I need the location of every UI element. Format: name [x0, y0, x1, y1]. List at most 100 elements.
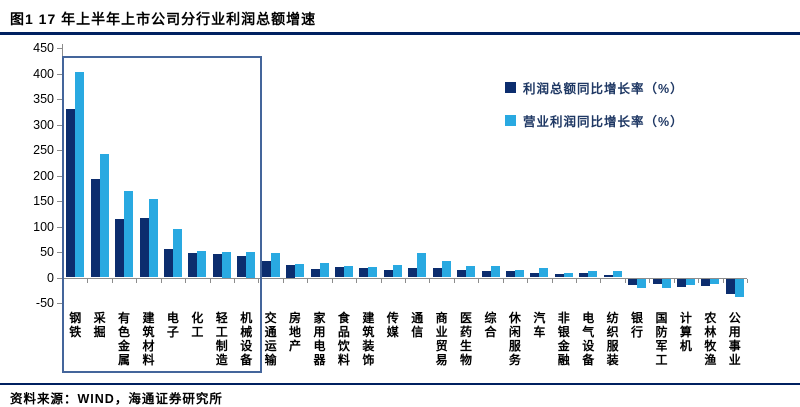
bar-operating-profit-公用事业: [734, 278, 744, 298]
x-axis-label-休闲服务: 休闲服务: [508, 311, 521, 367]
bar-operating-profit-电气设备: [588, 270, 598, 278]
x-axis-label-公用事业: 公用事业: [728, 311, 741, 367]
bar-profit-total-化工: [188, 252, 198, 278]
x-axis-label-化工: 化工: [191, 311, 204, 339]
x-axis-tick-mark: [576, 279, 577, 283]
bar-operating-profit-商业贸易: [441, 260, 451, 278]
bar-profit-total-电气设备: [579, 273, 589, 278]
bar-profit-total-机械设备: [237, 255, 247, 278]
x-axis-label-家用电器: 家用电器: [313, 311, 326, 367]
y-axis-tick-mark: [57, 201, 63, 202]
y-axis-tick-mark: [57, 226, 63, 228]
bar-operating-profit-轻工制造: [221, 252, 231, 278]
figure-title: 图1 17 年上半年上市公司分行业利润总额增速: [10, 11, 317, 27]
y-axis-tick-label: 400: [33, 66, 54, 81]
bar-operating-profit-建筑材料: [148, 199, 158, 278]
bar-operating-profit-机械设备: [246, 252, 256, 278]
x-axis-label-农林牧渔: 农林牧渔: [704, 311, 717, 367]
y-axis-tick-mark: [57, 277, 63, 279]
footer-divider-line: [0, 383, 800, 385]
y-axis-tick-label: 350: [33, 92, 54, 106]
x-axis-tick-mark: [600, 279, 602, 283]
bar-profit-total-采掘: [90, 179, 100, 278]
bar-operating-profit-医药生物: [466, 266, 476, 278]
bar-operating-profit-通信: [417, 253, 427, 278]
x-axis-tick-mark: [698, 279, 700, 283]
x-axis-tick-mark: [331, 279, 333, 283]
y-axis-tick-label: 300: [33, 117, 54, 132]
bar-operating-profit-房地产: [295, 263, 305, 278]
bar-operating-profit-有色金属: [124, 190, 134, 278]
bar-profit-total-商业贸易: [432, 268, 442, 278]
y-axis-tick-label: 0: [47, 270, 54, 285]
bar-operating-profit-钢铁: [75, 72, 85, 278]
y-axis-tick-mark: [57, 175, 63, 177]
legend-label-profit-total: 利润总额同比增长率（%）: [523, 82, 684, 96]
x-axis-label-传媒: 传媒: [386, 311, 399, 339]
bar-profit-total-公用事业: [725, 278, 735, 294]
x-axis-label-轻工制造: 轻工制造: [215, 311, 228, 367]
bar-operating-profit-计算机: [685, 278, 695, 285]
x-axis-label-电子: 电子: [166, 311, 179, 339]
bar-operating-profit-食品饮料: [343, 265, 353, 278]
x-axis-label-纺织服装: 纺织服装: [606, 311, 619, 367]
bar-operating-profit-非银金融: [563, 273, 573, 278]
y-axis-tick-mark: [57, 99, 63, 100]
bar-operating-profit-纺织服装: [612, 270, 622, 278]
x-axis-tick-mark: [453, 279, 455, 283]
x-axis-tick-mark: [136, 279, 138, 283]
bar-operating-profit-化工: [197, 250, 207, 278]
y-axis-tick-label: -50: [35, 296, 54, 310]
y-axis-tick-mark: [57, 150, 63, 151]
bar-profit-total-食品饮料: [334, 267, 344, 278]
bar-profit-total-医药生物: [457, 270, 467, 278]
bar-profit-total-农林牧渔: [701, 278, 711, 287]
x-axis-label-钢铁: 钢铁: [69, 311, 82, 339]
bar-profit-total-交通运输: [261, 261, 271, 278]
x-axis-tick-mark: [307, 279, 309, 283]
source-note: 资料来源：WIND，海通证券研究所: [10, 392, 223, 406]
x-axis-tick-mark: [209, 279, 211, 283]
x-axis-tick-mark: [405, 279, 406, 283]
bar-operating-profit-交通运输: [270, 253, 280, 278]
bar-operating-profit-休闲服务: [514, 269, 524, 278]
y-axis-tick-mark: [57, 48, 63, 49]
x-axis-tick-mark: [649, 279, 651, 283]
y-axis-tick-label: 50: [40, 245, 54, 259]
x-axis-label-银行: 银行: [631, 311, 644, 339]
x-axis-tick-mark: [111, 279, 113, 283]
bar-profit-total-国防军工: [652, 278, 662, 285]
x-axis-tick-mark: [160, 279, 162, 283]
x-axis-tick-mark: [551, 279, 553, 283]
bar-operating-profit-建筑装饰: [368, 267, 378, 278]
x-axis-tick-mark: [380, 279, 382, 283]
x-axis-label-有色金属: 有色金属: [118, 311, 131, 367]
x-axis-tick-mark: [478, 279, 480, 283]
bar-profit-total-非银金融: [554, 274, 564, 278]
y-axis-tick-label: 150: [33, 194, 54, 208]
bar-profit-total-房地产: [286, 264, 296, 278]
x-axis-tick-mark: [258, 279, 260, 283]
legend-item-profit-total: 利润总额同比增长率（%）: [505, 78, 684, 97]
y-axis-tick-label: 200: [33, 168, 54, 183]
x-axis-tick-mark: [185, 279, 187, 283]
x-axis-label-建筑材料: 建筑材料: [142, 311, 155, 367]
bar-operating-profit-传媒: [392, 265, 402, 278]
x-axis-tick-mark: [356, 279, 358, 283]
bar-profit-total-纺织服装: [603, 275, 613, 278]
bar-operating-profit-家用电器: [319, 263, 329, 278]
x-axis-label-国防军工: 国防军工: [655, 311, 668, 367]
bar-profit-total-建筑装饰: [359, 267, 369, 278]
chart-legend: 利润总额同比增长率（%） 营业利润同比增长率（%）: [505, 78, 684, 144]
x-axis-label-建筑装饰: 建筑装饰: [362, 311, 375, 367]
x-axis-tick-mark: [747, 279, 748, 283]
bar-profit-total-综合: [481, 271, 491, 278]
x-axis-label-房地产: 房地产: [289, 311, 302, 353]
x-axis-label-采掘: 采掘: [93, 311, 106, 339]
x-axis-tick-mark: [527, 279, 529, 283]
x-axis-tick-mark: [63, 279, 64, 283]
legend-swatch-profit-total: [505, 82, 516, 93]
y-axis-tick-mark: [57, 252, 63, 253]
y-axis-tick-mark: [57, 303, 63, 304]
